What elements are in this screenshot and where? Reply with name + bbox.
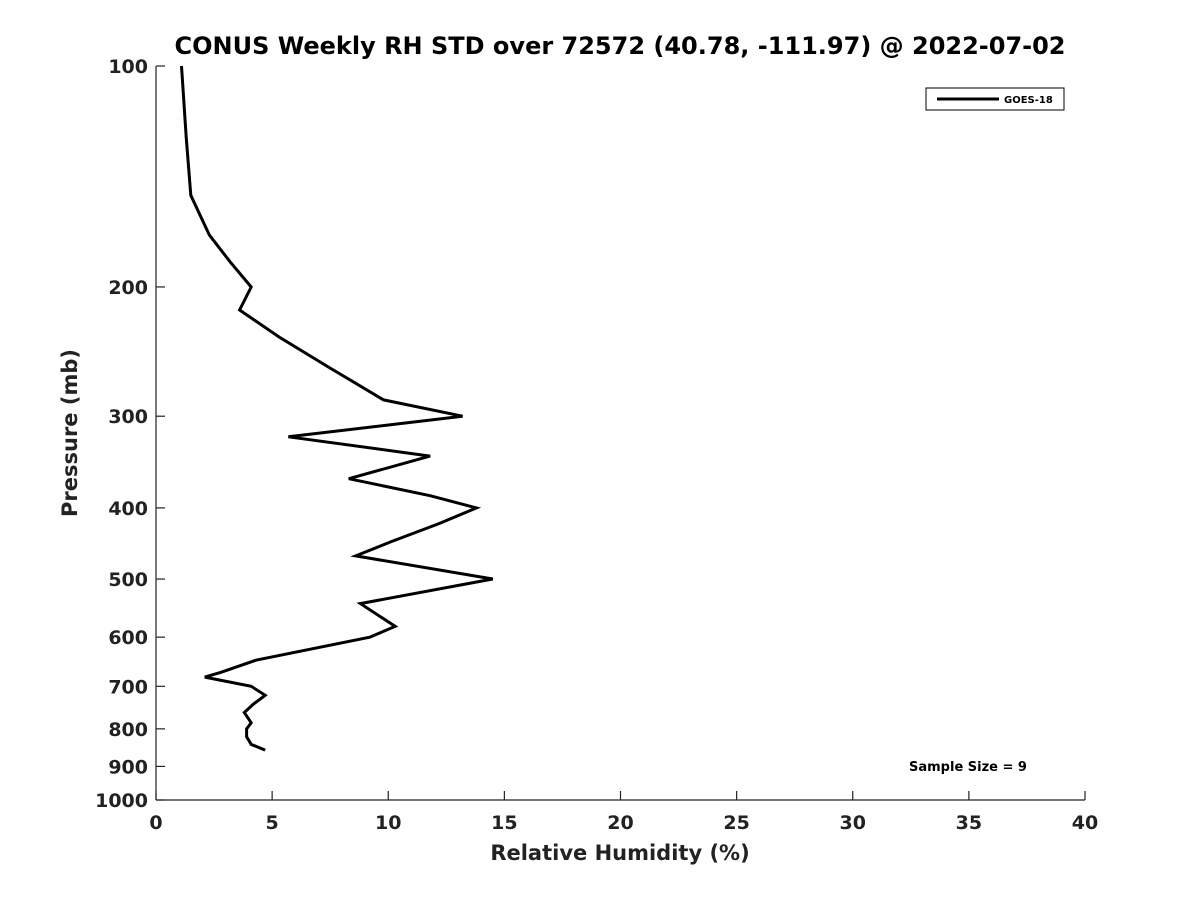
y-tick-label: 1000 xyxy=(95,790,148,812)
y-axis-label: Pressure (mb) xyxy=(58,349,82,517)
x-tick-label: 15 xyxy=(491,812,517,834)
y-tick-label: 200 xyxy=(108,277,148,299)
x-tick-label: 25 xyxy=(723,812,749,834)
y-axis: 100 200 300 400 500 600 700 800 900 1000 xyxy=(95,56,165,812)
legend-label-goes-18: GOES-18 xyxy=(1004,95,1053,106)
legend: GOES-18 xyxy=(925,87,1065,111)
x-tick-label: 5 xyxy=(266,812,279,834)
x-axis: 0 5 10 15 20 25 30 35 40 xyxy=(149,791,1098,834)
plot-area xyxy=(156,66,1085,800)
x-tick-label: 30 xyxy=(840,812,866,834)
y-tick-label: 600 xyxy=(108,627,148,649)
y-tick-label: 400 xyxy=(108,498,148,520)
x-axis-label: Relative Humidity (%) xyxy=(490,841,749,865)
y-tick-label: 700 xyxy=(108,676,148,698)
sample-size-annotation: Sample Size = 9 xyxy=(909,760,1027,775)
x-tick-label: 40 xyxy=(1072,812,1098,834)
series-layer xyxy=(180,65,494,752)
y-tick-label: 100 xyxy=(108,56,148,78)
y-tick-label: 300 xyxy=(108,406,148,428)
y-tick-label: 900 xyxy=(108,756,148,778)
series-line-goes-18 xyxy=(180,65,494,752)
y-tick-label: 800 xyxy=(108,719,148,741)
x-tick-label: 20 xyxy=(607,812,633,834)
x-tick-label: 10 xyxy=(375,812,401,834)
x-tick-label: 0 xyxy=(149,812,162,834)
y-tick-label: 500 xyxy=(108,569,148,591)
x-tick-label: 35 xyxy=(956,812,982,834)
chart-title: CONUS Weekly RH STD over 72572 (40.78, -… xyxy=(174,32,1065,60)
